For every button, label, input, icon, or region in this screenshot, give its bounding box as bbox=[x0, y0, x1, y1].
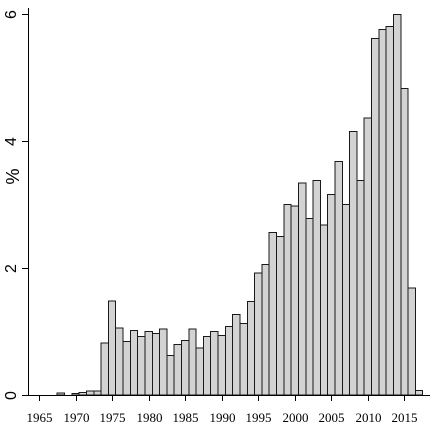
x-tick-label-1990: 1990 bbox=[210, 410, 236, 425]
bar-2010 bbox=[363, 117, 373, 396]
bar-1978 bbox=[129, 329, 139, 396]
x-tick-label-1965: 1965 bbox=[27, 410, 53, 425]
y-tick-label-4: 4 bbox=[3, 137, 20, 146]
bar-1991 bbox=[224, 325, 234, 396]
bar-1971 bbox=[78, 391, 87, 396]
bar-1984 bbox=[173, 343, 182, 396]
bar-1982 bbox=[159, 328, 168, 396]
bar-2004 bbox=[319, 224, 329, 396]
bar-1993 bbox=[239, 322, 248, 396]
x-tick-label-1980: 1980 bbox=[137, 410, 163, 425]
bar-1981 bbox=[151, 332, 161, 396]
bar-2016 bbox=[407, 287, 416, 396]
x-axis-ticks: 1965 1970 1975 1980 1985 1990 1995 2000 2005 2010… bbox=[27, 395, 418, 425]
bar-1975 bbox=[107, 300, 117, 396]
bar-2001 bbox=[297, 182, 307, 396]
bar-1976 bbox=[115, 327, 124, 396]
bars-layer bbox=[56, 13, 424, 396]
bar-1985 bbox=[180, 339, 190, 396]
bar-1995 bbox=[254, 272, 263, 396]
x-tick-label-2010: 2010 bbox=[356, 410, 382, 425]
x-tick-label-1970: 1970 bbox=[64, 410, 90, 425]
x-tick-label-2015: 2015 bbox=[392, 410, 418, 425]
bar-2007 bbox=[341, 204, 351, 396]
bar-2002 bbox=[305, 218, 314, 396]
bar-2000 bbox=[290, 205, 299, 396]
bar-2012 bbox=[378, 29, 387, 396]
bar-1977 bbox=[122, 341, 131, 396]
bar-1997 bbox=[268, 232, 278, 396]
bar-2003 bbox=[312, 180, 321, 396]
x-tick-label-2005: 2005 bbox=[319, 410, 345, 425]
bar-1999 bbox=[283, 204, 292, 396]
bar-1973 bbox=[93, 390, 102, 396]
bar-1986 bbox=[188, 328, 197, 396]
x-tick-label-1995: 1995 bbox=[246, 410, 272, 425]
y-tick-label-2: 2 bbox=[3, 264, 20, 273]
bar-2011 bbox=[371, 37, 380, 396]
bar-1994 bbox=[246, 301, 256, 396]
bar-2015 bbox=[400, 88, 409, 396]
bar-1998 bbox=[276, 235, 285, 396]
bar-1989 bbox=[210, 331, 219, 396]
bar-2005 bbox=[327, 194, 336, 396]
bar-2013 bbox=[385, 25, 394, 396]
y-axis-ticks: 0 2 4 6 bbox=[3, 10, 28, 400]
bar-1980 bbox=[144, 331, 153, 396]
bar-1968 bbox=[56, 392, 66, 396]
bar-2006 bbox=[334, 161, 343, 396]
bar-1996 bbox=[261, 263, 270, 396]
bar-1979 bbox=[137, 336, 146, 396]
bar-1987 bbox=[195, 347, 204, 396]
bar-2014 bbox=[392, 13, 402, 396]
bar-2008 bbox=[349, 131, 358, 396]
bar-1970 bbox=[71, 393, 80, 396]
y-tick-label-6: 6 bbox=[3, 10, 20, 19]
bar-1974 bbox=[100, 342, 109, 396]
bar-1992 bbox=[232, 313, 241, 396]
bar-2017 bbox=[414, 390, 424, 396]
y-axis-title: % bbox=[3, 168, 23, 184]
x-tick-label-1985: 1985 bbox=[173, 410, 199, 425]
y-tick-label-0: 0 bbox=[3, 391, 20, 400]
x-tick-label-2000: 2000 bbox=[283, 410, 309, 425]
bar-2009 bbox=[356, 180, 365, 396]
bar-1990 bbox=[217, 334, 226, 396]
bar-1988 bbox=[202, 336, 212, 396]
bar-1972 bbox=[85, 390, 95, 396]
bar-1983 bbox=[166, 355, 175, 396]
x-tick-label-1975: 1975 bbox=[100, 410, 126, 425]
